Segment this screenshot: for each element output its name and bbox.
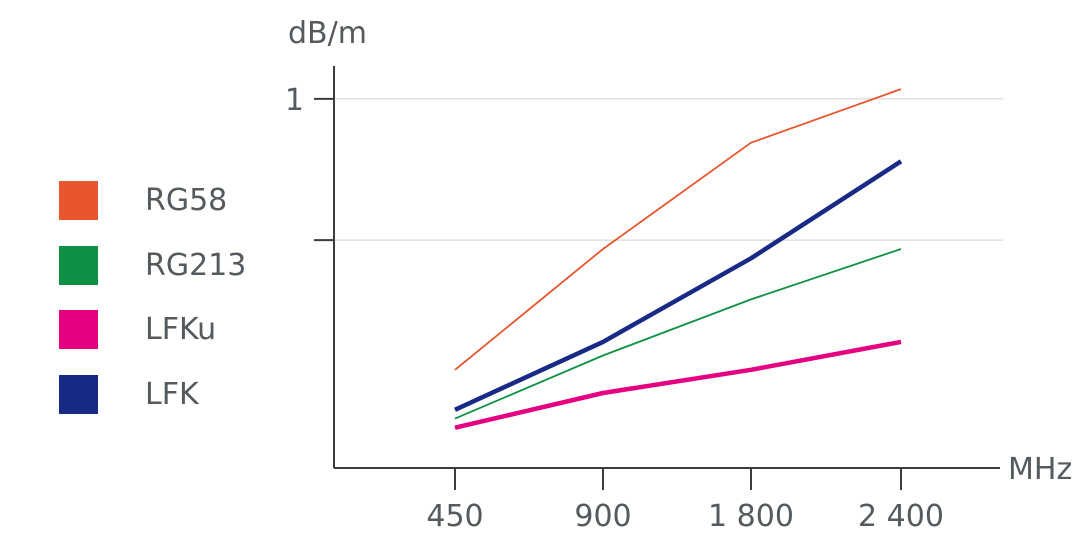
x-tick-label: 1 800 [708,499,794,534]
legend-label-rg213: RG213 [145,247,247,283]
y-ticks: 1 [285,83,334,242]
legend-swatch-rg213 [59,245,98,285]
x-ticks: 450 900 1 800 2 400 [426,468,944,534]
grid-lines [334,98,1003,241]
x-tick-label: 450 [426,499,483,534]
legend-label-rg58: RG58 [145,183,228,218]
legend-swatch-lfku [59,310,98,349]
legend-label-lfku: LFKu [145,312,217,347]
x-axis-label: MHz [1008,452,1072,487]
legend-swatch-rg58 [59,181,98,220]
series-line-rg58 [454,88,902,371]
y-tick-label: 1 [285,83,304,118]
x-tick-label: 900 [574,499,631,534]
series-lines [454,88,903,430]
series-line-lfk [454,159,903,412]
legend-swatch-lfk [59,374,98,414]
series-line-rg213 [454,248,902,420]
x-tick-label: 2 400 [858,499,944,534]
legend-label-lfk: LFK [145,376,199,412]
series-line-lfku [454,339,902,430]
y-axis-label: dB/m [288,16,367,51]
